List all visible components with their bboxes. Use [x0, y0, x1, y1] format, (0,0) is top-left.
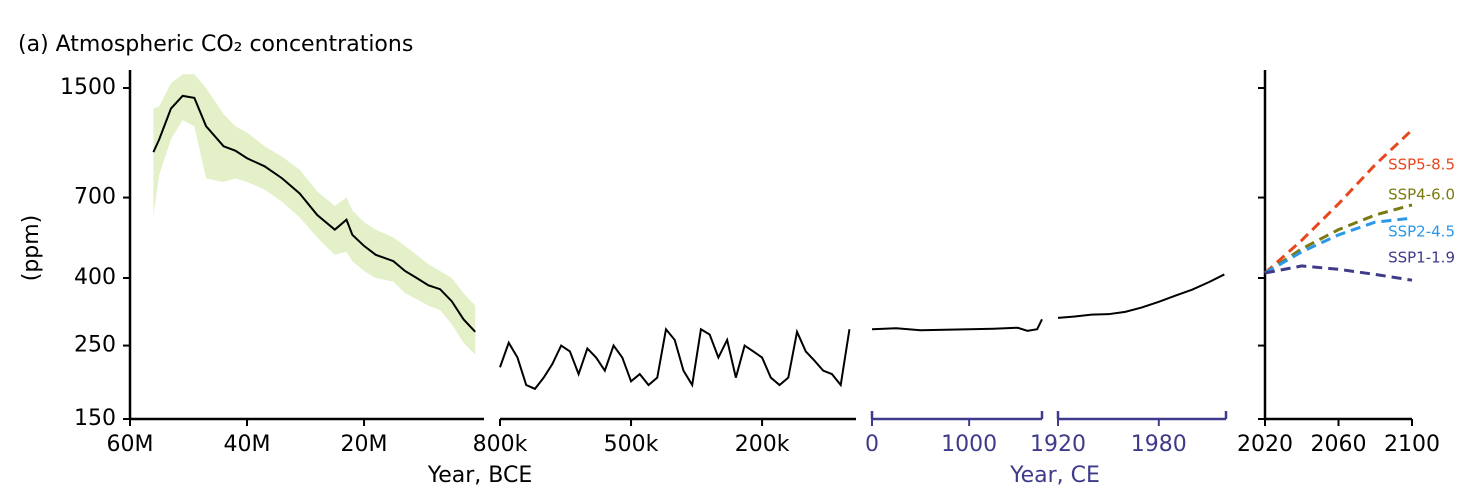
x-tick-label: 2020 [1237, 432, 1293, 457]
y-tick-label: 1500 [60, 75, 116, 100]
x-tick-label: 2060 [1311, 432, 1367, 457]
line [1264, 128, 1414, 275]
line [499, 326, 851, 391]
line [1264, 203, 1413, 275]
x-tick-label: 2100 [1384, 432, 1440, 457]
x-tick-label: 20M [341, 432, 388, 457]
x-tick-label: 0 [865, 432, 879, 457]
x-tick-label: 60M [107, 432, 154, 457]
x-tick-label: 40M [224, 432, 271, 457]
series-label: SSP1-1.9 [1388, 249, 1455, 267]
line [1057, 273, 1225, 319]
y-tick-label: 400 [74, 265, 116, 290]
chart-title: (a) Atmospheric CO₂ concentrations [18, 32, 413, 57]
x-tick-label: 1980 [1131, 432, 1187, 457]
x-axis-label: Year, BCE [427, 463, 533, 488]
series-label: SSP2-4.5 [1388, 223, 1455, 241]
series-label: SSP4-6.0 [1388, 186, 1455, 204]
y-tick-label: 700 [74, 185, 116, 210]
line [1264, 264, 1413, 282]
line [1264, 216, 1413, 275]
x-tick-label: 200k [735, 432, 790, 457]
x-tick-label: 1000 [941, 432, 997, 457]
y-tick-label: 150 [74, 406, 116, 431]
x-tick-label: 500k [604, 432, 659, 457]
y-tick-label: 250 [74, 333, 116, 358]
x-tick-label: 1920 [1030, 432, 1086, 457]
x-axis-label: Year, CE [1009, 463, 1100, 488]
x-tick-label: 800k [473, 432, 528, 457]
series-label: SSP5-8.5 [1388, 156, 1455, 174]
line [871, 318, 1043, 332]
line [152, 94, 476, 333]
uncertainty-band [153, 74, 476, 355]
y-axis-label: (ppm) [19, 215, 44, 282]
